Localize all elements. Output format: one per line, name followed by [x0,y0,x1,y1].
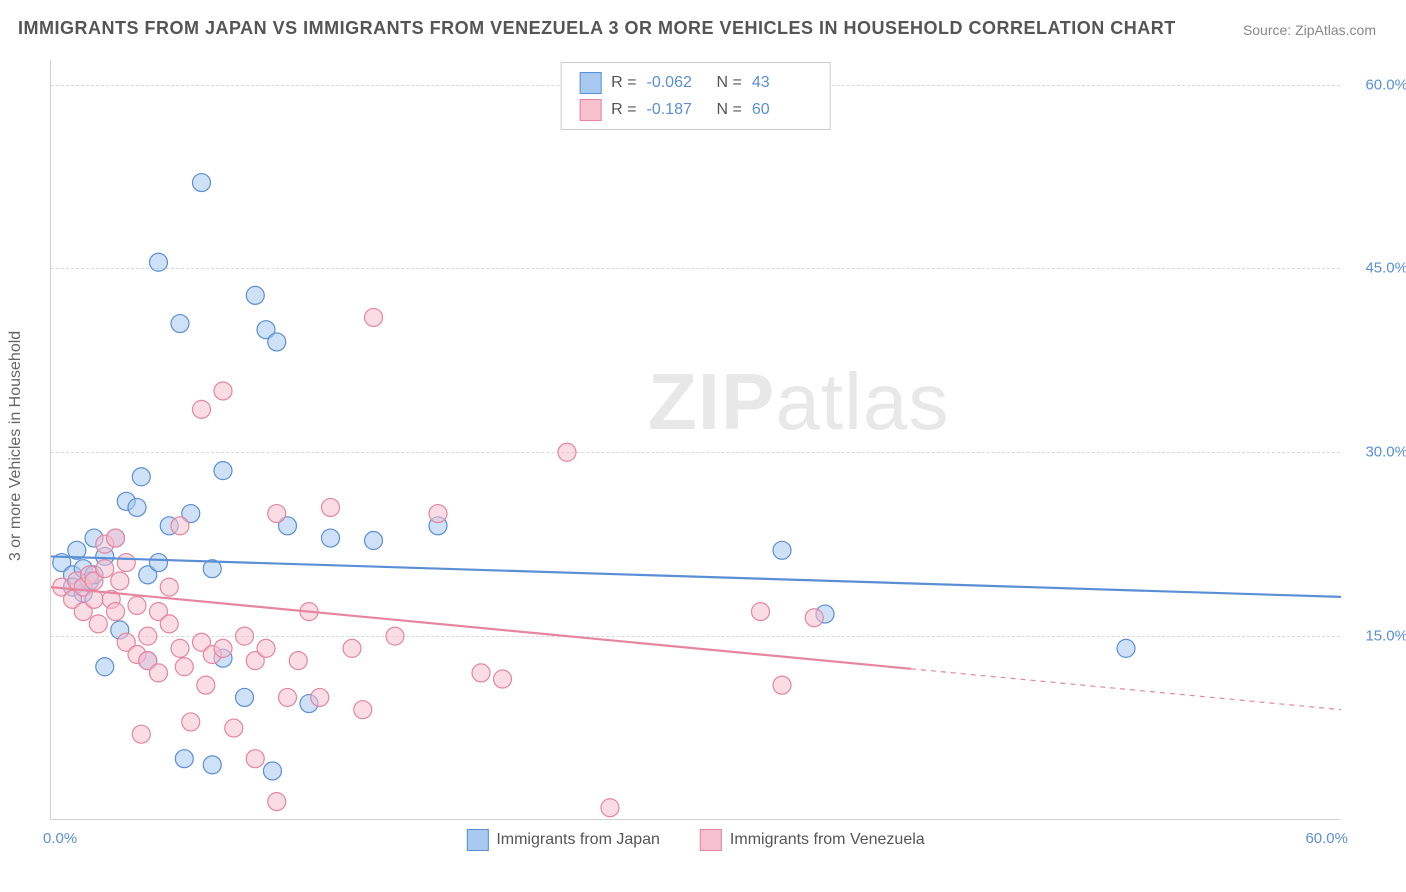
scatter-point [246,286,264,304]
scatter-point [175,750,193,768]
scatter-point [322,498,340,516]
scatter-point [225,719,243,737]
scatter-point [171,639,189,657]
scatter-point [214,639,232,657]
scatter-point [322,529,340,547]
scatter-point [132,468,150,486]
scatter-point [128,596,146,614]
scatter-point [558,443,576,461]
scatter-point [236,627,254,645]
x-tick-label: 0.0% [43,830,77,847]
scatter-point [85,590,103,608]
r-value-1: -0.187 [647,96,707,123]
scatter-point [132,725,150,743]
scatter-point [111,572,129,590]
scatter-point [150,253,168,271]
n-label: N = [717,96,742,123]
scatter-point [263,762,281,780]
trend-line-extrapolated [911,669,1341,710]
scatter-point [268,333,286,351]
scatter-point [752,603,770,621]
scatter-point [773,676,791,694]
scatter-point [107,603,125,621]
scatter-point [117,554,135,572]
legend-item: Immigrants from Japan [466,829,660,851]
source-label: Source: ZipAtlas.com [1243,22,1376,38]
stats-row: R = -0.187 N = 60 [579,96,812,123]
legend-label-0: Immigrants from Japan [496,831,660,849]
scatter-point [193,174,211,192]
chart-plot-area: ZIPatlas 15.0%30.0%45.0%60.0% R = -0.062… [50,60,1340,820]
scatter-point [197,676,215,694]
scatter-point [257,639,275,657]
scatter-point [805,609,823,627]
scatter-point [246,750,264,768]
y-axis-label: 3 or more Vehicles in Household [7,331,25,561]
x-tick-label: 60.0% [1305,830,1348,847]
scatter-point [171,517,189,535]
n-label: N = [717,69,742,96]
legend-label-1: Immigrants from Venezuela [730,831,925,849]
swatch-series-0 [579,72,601,94]
swatch-series-0 [466,829,488,851]
r-label: R = [611,69,636,96]
scatter-point [365,532,383,550]
scatter-point [429,505,447,523]
scatter-point [1117,639,1135,657]
scatter-point [107,529,125,547]
n-value-1: 60 [752,96,812,123]
scatter-point [236,688,254,706]
scatter-point [203,756,221,774]
scatter-point [214,382,232,400]
y-tick-label: 30.0% [1353,444,1406,461]
scatter-point [386,627,404,645]
r-label: R = [611,96,636,123]
scatter-point [343,639,361,657]
scatter-point [160,615,178,633]
scatter-point [171,315,189,333]
scatter-point [182,713,200,731]
scatter-point [773,541,791,559]
scatter-point [175,658,193,676]
scatter-point [268,793,286,811]
scatter-point [96,560,114,578]
scatter-point [279,688,297,706]
y-tick-label: 60.0% [1353,76,1406,93]
swatch-series-1 [700,829,722,851]
scatter-point [472,664,490,682]
trend-line [51,556,1341,596]
stats-legend-box: R = -0.062 N = 43 R = -0.187 N = 60 [560,62,831,130]
scatter-point [354,701,372,719]
scatter-point [139,627,157,645]
scatter-point [128,498,146,516]
legend-item: Immigrants from Venezuela [700,829,925,851]
bottom-legend: Immigrants from Japan Immigrants from Ve… [466,829,924,851]
swatch-series-1 [579,99,601,121]
scatter-point [193,400,211,418]
y-tick-label: 45.0% [1353,260,1406,277]
n-value-0: 43 [752,69,812,96]
scatter-point [289,652,307,670]
chart-title: IMMIGRANTS FROM JAPAN VS IMMIGRANTS FROM… [18,18,1176,39]
scatter-point [150,664,168,682]
scatter-point [89,615,107,633]
scatter-point [601,799,619,817]
stats-row: R = -0.062 N = 43 [579,69,812,96]
scatter-point [268,505,286,523]
chart-container: IMMIGRANTS FROM JAPAN VS IMMIGRANTS FROM… [0,0,1406,892]
scatter-point [150,554,168,572]
scatter-point [96,658,114,676]
scatter-point [311,688,329,706]
scatter-point [365,308,383,326]
scatter-point [160,578,178,596]
scatter-point [214,462,232,480]
scatter-plot-svg [51,60,1340,819]
y-tick-label: 15.0% [1353,628,1406,645]
scatter-point [494,670,512,688]
r-value-0: -0.062 [647,69,707,96]
